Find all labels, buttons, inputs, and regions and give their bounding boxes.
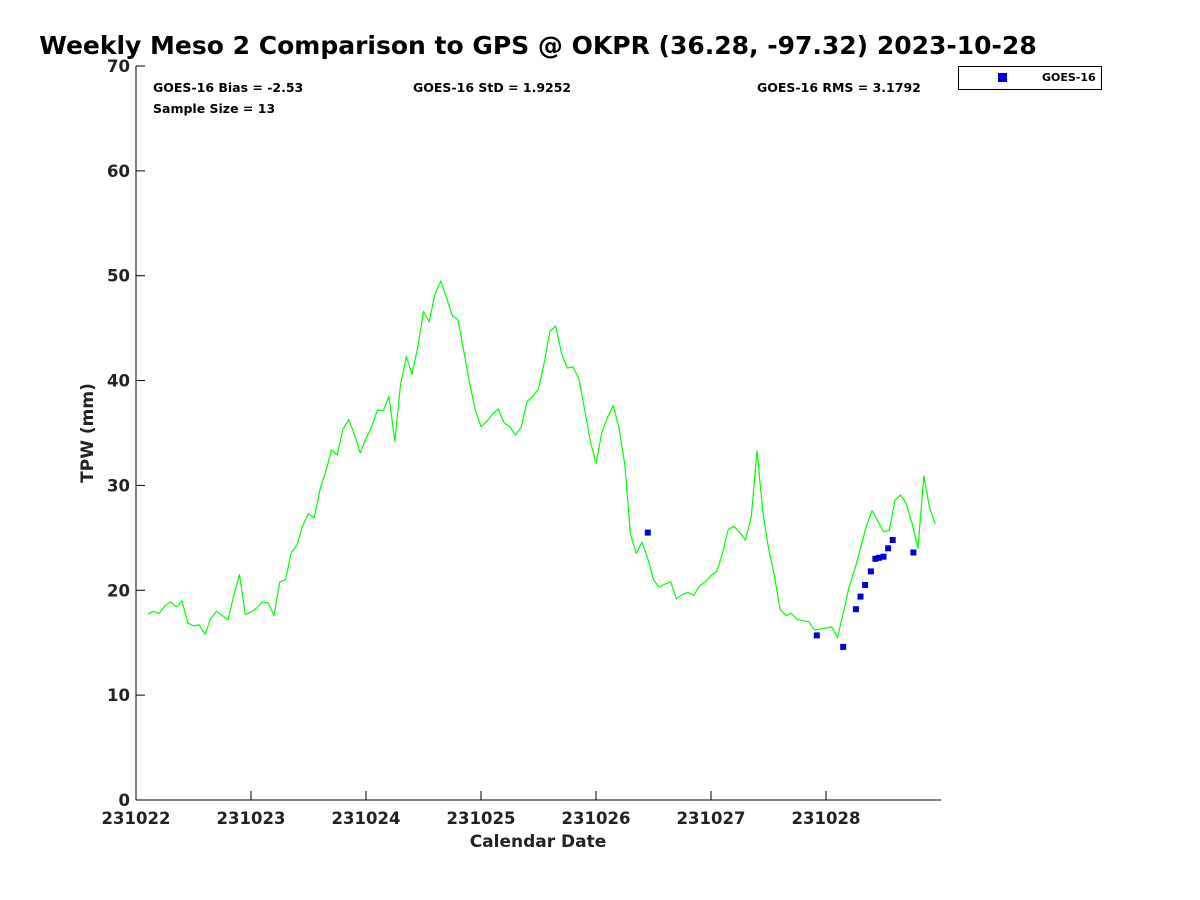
goes16-point	[875, 554, 882, 561]
x-tick-label: 231022	[102, 809, 171, 828]
chart-title: Weekly Meso 2 Comparison to GPS @ OKPR (…	[39, 31, 1036, 60]
plot-area	[147, 280, 936, 650]
goes16-point	[852, 606, 859, 613]
goes16-point	[885, 545, 892, 552]
axes	[135, 66, 941, 801]
x-tick-label: 231023	[217, 809, 286, 828]
goes16-point	[872, 555, 879, 562]
y-tick-label: 10	[107, 686, 130, 705]
y-tick-label: 40	[107, 372, 130, 391]
goes16-point	[862, 582, 869, 588]
legend-marker-goes16	[998, 73, 1007, 82]
x-tick-label: 231025	[447, 809, 516, 828]
y-axis-label: TPW (mm)	[78, 383, 98, 483]
y-tick-label: 20	[107, 581, 130, 600]
rms-stat: GOES-16 RMS = 3.1792	[757, 80, 921, 95]
x-tick-label: 231027	[677, 809, 746, 828]
goes16-point	[880, 553, 887, 560]
y-ticks: 0 10 20 30 40 50 60 70	[107, 57, 145, 810]
goes16-point	[867, 568, 874, 575]
x-tick-label: 231024	[332, 809, 401, 828]
x-tick-label: 231026	[562, 809, 631, 828]
bias-stat: GOES-16 Bias = -2.53	[153, 80, 303, 95]
goes16-point	[813, 632, 820, 639]
legend-label-goes16: GOES-16	[1042, 71, 1096, 84]
y-tick-label: 30	[107, 476, 130, 495]
goes16-point	[857, 593, 864, 600]
x-ticks: 231022 231023 231024 231025 231026 231027 2310…	[102, 791, 861, 828]
y-tick-label: 0	[119, 791, 130, 810]
x-tick-label: 231028	[792, 809, 861, 828]
goes16-point	[840, 643, 847, 650]
goes16-point	[910, 549, 917, 556]
y-tick-label: 50	[107, 267, 130, 286]
legend: GOES-16	[958, 66, 1102, 90]
x-axis-label: Calendar Date	[470, 832, 607, 852]
y-tick-label: 60	[107, 162, 130, 181]
std-stat: GOES-16 StD = 1.9252	[413, 80, 571, 95]
sample-size-stat: Sample Size = 13	[153, 101, 275, 116]
goes16-point	[644, 529, 651, 536]
gps-line	[147, 280, 936, 639]
y-tick-label: 70	[107, 57, 130, 76]
goes16-point	[889, 537, 896, 543]
legend-box	[958, 66, 1102, 90]
